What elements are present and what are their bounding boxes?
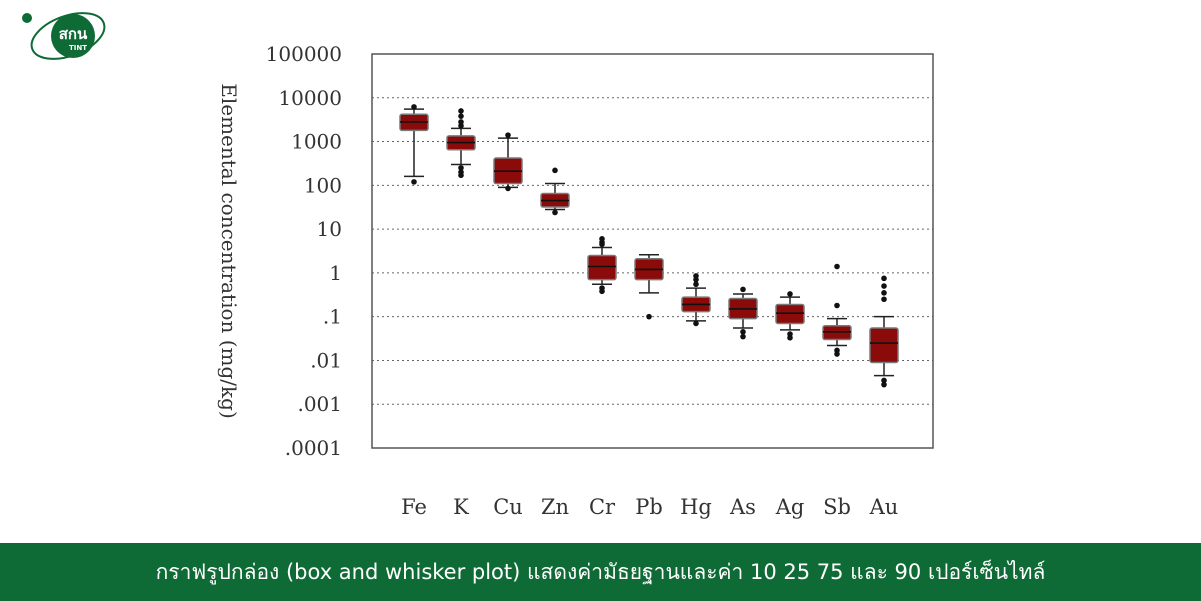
category-label-au: Au — [869, 495, 899, 519]
outlier-point — [646, 313, 652, 320]
outlier-point — [458, 108, 464, 114]
category-label-cr: Cr — [589, 495, 616, 519]
boxes — [399, 104, 899, 388]
outlier-point — [740, 286, 746, 293]
iqr-box — [822, 325, 852, 341]
category-label-hg: Hg — [680, 495, 712, 519]
box-pb — [634, 253, 664, 320]
outlier-point — [787, 334, 793, 341]
category-label-pb: Pb — [635, 495, 663, 519]
box-cr — [587, 236, 617, 295]
box-au — [869, 275, 899, 388]
box-hg — [681, 273, 711, 327]
category-label-sb: Sb — [823, 495, 851, 519]
caption-text: กราฟรูปกล่อง (box and whisker plot) แสดง… — [155, 559, 1046, 584]
outlier-point — [881, 290, 887, 296]
category-label-cu: Cu — [493, 495, 523, 519]
iqr-box — [869, 327, 899, 364]
category-label-as: As — [729, 495, 756, 519]
outlier-point — [599, 241, 605, 248]
iqr-box — [587, 254, 617, 281]
category-label-k: K — [453, 495, 469, 519]
box-fe — [399, 104, 429, 185]
category-labels: Fe K Cu Zn Cr Pb Hg As Ag Sb Au — [401, 495, 898, 519]
box-as — [728, 286, 758, 340]
outlier-point — [740, 333, 746, 340]
outlier-point — [505, 132, 511, 138]
outlier-point — [693, 281, 699, 288]
y-tick-label: 10000 — [278, 86, 342, 110]
box-zn — [540, 167, 570, 216]
y-tick-label: .0001 — [285, 436, 342, 460]
y-tick-label: 10 — [317, 217, 342, 241]
plot-area-frame — [371, 53, 934, 449]
outlier-point — [881, 283, 887, 289]
box-sb — [822, 263, 852, 357]
outlier-point — [834, 302, 840, 309]
outlier-point — [881, 377, 887, 384]
outlier-point — [834, 351, 840, 357]
y-tick-label: 1000 — [291, 130, 342, 154]
y-tick-label: .001 — [297, 392, 342, 416]
outlier-point — [834, 263, 840, 270]
outlier-point — [505, 185, 511, 192]
outlier-point — [787, 291, 793, 297]
logo-badge — [51, 14, 95, 58]
outlier-point — [458, 165, 464, 171]
outlier-point — [411, 104, 417, 110]
outlier-point — [881, 275, 887, 282]
logo-subtext: TINT — [69, 44, 87, 52]
box-plot-chart: 100000 10000 1000 100 10 1 .1 .01 .001 .0001 Elem… — [217, 42, 934, 519]
y-tick-label: .01 — [310, 348, 342, 372]
y-tick-label: 100 — [304, 173, 342, 197]
logo-text: สกน — [59, 25, 88, 43]
y-tick-labels: 100000 10000 1000 100 10 1 .1 .01 .001 .0001 — [266, 42, 342, 460]
box-cu — [493, 132, 523, 192]
outlier-point — [599, 288, 605, 295]
outlier-point — [552, 209, 558, 216]
category-label-zn: Zn — [541, 495, 569, 519]
box-k — [446, 108, 476, 179]
outlier-point — [740, 329, 746, 335]
caption-bar: กราฟรูปกล่อง (box and whisker plot) แสดง… — [0, 543, 1201, 601]
outlier-point — [411, 179, 417, 185]
outlier-point — [881, 296, 887, 303]
y-tick-label: .1 — [323, 305, 342, 329]
outlier-point — [693, 276, 699, 283]
category-label-ag: Ag — [775, 495, 805, 519]
y-tick-label: 100000 — [266, 42, 342, 66]
box-ag — [775, 291, 805, 341]
outlier-point — [693, 320, 699, 327]
y-axis-label: Elemental concentration (mg/kg) — [217, 83, 241, 419]
category-label-fe: Fe — [401, 495, 427, 519]
tint-logo: สกน TINT — [22, 12, 106, 60]
outlier-point — [458, 122, 464, 129]
y-tick-label: 1 — [329, 261, 342, 285]
outlier-point — [458, 113, 464, 119]
outlier-point — [458, 172, 464, 179]
outlier-point — [552, 167, 558, 174]
outlier-point — [881, 381, 887, 388]
